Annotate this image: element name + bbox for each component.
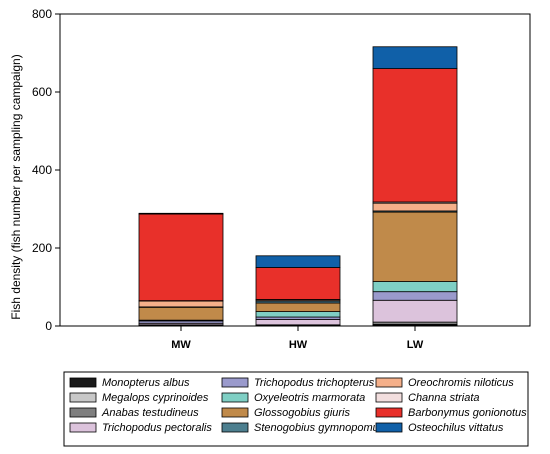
x-tick-label-lw: LW: [407, 339, 424, 351]
bar-segment-mw-11: [138, 212, 224, 215]
legend-swatch: [221, 392, 249, 403]
legend-entry: Oxyeleotris marmorata: [254, 392, 365, 404]
bar-segment-lw-4: [372, 291, 458, 301]
legend-swatch: [69, 377, 97, 388]
legend-swatch: [221, 407, 249, 418]
bars-layer: [138, 46, 458, 327]
bar-segment-mw-6: [138, 306, 224, 321]
legend-entry: Osteochilus vittatus: [408, 422, 504, 434]
y-tick-label: 400: [32, 163, 52, 177]
bar-segment-hw-5: [255, 311, 341, 318]
legend-swatch: [375, 407, 403, 418]
legend-box: [63, 371, 529, 447]
x-tick-label-mw: MW: [171, 339, 191, 351]
bar-segment-hw-6: [255, 302, 341, 312]
bar-segment-hw-11: [255, 255, 341, 268]
legend-entry: Anabas testudineus: [101, 407, 199, 419]
y-tick-label: 600: [32, 85, 52, 99]
bar-segment-hw-10: [255, 267, 341, 300]
bar-segment-lw-5: [372, 281, 458, 293]
legend-entry: Barbonymus gonionotus: [408, 407, 527, 419]
bar-segment-lw-6: [372, 211, 458, 282]
legend-entry: Trichopodus pectoralis: [102, 422, 212, 434]
legend-entry: Monopterus albus: [102, 377, 190, 389]
bar-segment-lw-10: [372, 68, 458, 203]
x-axis: MW HW LW: [171, 326, 424, 351]
legend-swatch: [375, 422, 403, 433]
legend-entry: Glossogobius giuris: [254, 407, 350, 419]
legend-entry: Oreochromis niloticus: [408, 377, 514, 389]
legend: Monopterus albus Trichopodus trichopterus…: [63, 371, 529, 447]
legend-swatch: [221, 377, 249, 388]
bar-segment-hw-3: [255, 318, 341, 326]
bar-segment-mw-8: [138, 300, 224, 308]
legend-swatch: [69, 392, 97, 403]
legend-swatch: [69, 422, 97, 433]
legend-swatch: [69, 407, 97, 418]
y-axis-title: Fish density (fish number per sampling c…: [9, 54, 23, 319]
legend-entry: Megalops cyprinoides: [102, 392, 209, 404]
legend-swatch: [221, 422, 249, 433]
y-axis: 0 200 400 600 800: [32, 7, 60, 333]
legend-entry: Stenogobius gymnopomus: [254, 422, 385, 434]
bar-segment-lw-11: [372, 46, 458, 69]
y-tick-label: 200: [32, 241, 52, 255]
bar-segment-mw-10: [138, 213, 224, 302]
legend-entry: Trichopodus trichopterus: [254, 377, 375, 389]
legend-swatch: [375, 392, 403, 403]
y-tick-label: 800: [32, 7, 52, 21]
x-tick-label-hw: HW: [289, 339, 308, 351]
legend-entry: Channa striata: [408, 392, 480, 404]
y-tick-label: 0: [45, 319, 52, 333]
bar-segment-lw-8: [372, 202, 458, 212]
legend-swatch: [375, 377, 403, 388]
bar-segment-lw-3: [372, 299, 458, 323]
